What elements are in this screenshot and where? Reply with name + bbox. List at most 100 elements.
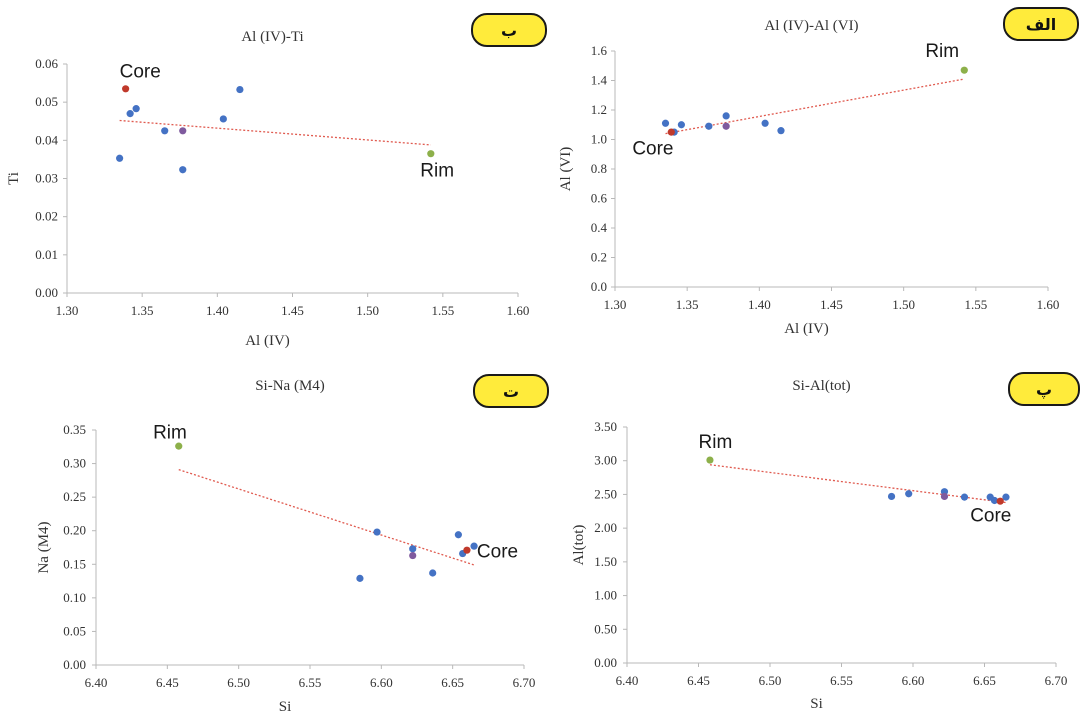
x-tick-label: 1.50 (356, 303, 379, 318)
panel-badge: الف (1003, 7, 1079, 41)
x-tick-label: 6.55 (830, 673, 853, 688)
x-tick-label: 1.30 (56, 303, 79, 318)
x-tick-label: 6.45 (687, 673, 710, 688)
scatter-chart-al-iv-ti: 1.30 1.35 1.40 1.45 1.50 1.55 1.60 0.00 0.01 0.02… (6, 29, 530, 349)
y-tick-label: 0.6 (591, 191, 608, 206)
y-tick-label: 0.03 (35, 171, 58, 186)
y-tick-label: 0.05 (35, 94, 58, 109)
panel-badge: ت (473, 374, 549, 408)
x-tick-label: 1.30 (604, 297, 627, 312)
x-tick-label: 6.70 (513, 675, 536, 690)
annotation-core: Core (120, 61, 161, 82)
y-tick-label: 0.01 (35, 247, 58, 262)
x-tick-label: 6.70 (1045, 673, 1068, 688)
y-axis-label: Al (VI) (558, 147, 574, 192)
chart-title: Si-Na (M4) (255, 378, 325, 394)
data-point (179, 127, 187, 135)
x-tick-label: 6.40 (85, 675, 108, 690)
chart-panel-si-al-tot: 6.40 6.45 6.50 6.55 6.60 6.65 6.70 0.00 0.50 1.00… (540, 359, 1080, 719)
data-point (427, 150, 435, 158)
y-tick-label: 1.00 (594, 588, 617, 603)
annotation-core: Core (970, 505, 1011, 526)
panel-badge: پ (1008, 372, 1080, 406)
data-point (960, 66, 968, 74)
x-tick-label: 6.60 (902, 673, 925, 688)
x-tick-label: 1.55 (431, 303, 454, 318)
y-tick-label: 0.35 (63, 422, 86, 437)
y-axis-label: Al(tot) (571, 525, 587, 566)
x-tick-label: 1.35 (676, 297, 699, 312)
panel-badge: ب (471, 13, 547, 47)
y-tick-label: 0.15 (63, 556, 86, 571)
x-tick-label: 1.55 (964, 297, 987, 312)
data-point (706, 456, 714, 464)
y-tick-label: 0.05 (63, 623, 86, 638)
data-point (722, 122, 730, 130)
data-point (179, 166, 187, 174)
data-point (990, 496, 999, 505)
y-tick-label: 0.0 (591, 279, 607, 294)
data-point (887, 492, 896, 501)
trend-line (665, 78, 965, 135)
chart-title: Al (IV)-Al (VI) (764, 18, 858, 34)
y-tick-label: 0.2 (591, 250, 607, 265)
y-tick-label: 1.0 (591, 132, 607, 147)
y-tick-label: 0.50 (594, 621, 617, 636)
x-tick-label: 1.40 (748, 297, 771, 312)
y-tick-label: 0.30 (63, 456, 86, 471)
x-tick-label: 6.40 (616, 673, 639, 688)
y-tick-label: 2.50 (594, 486, 617, 501)
data-point (219, 115, 227, 123)
data-point (463, 546, 471, 554)
y-tick-label: 2.00 (594, 520, 617, 535)
annotation-core: Core (477, 542, 518, 563)
y-tick-label: 0.06 (35, 56, 58, 71)
chart-panel-al-iv-al-vi: 1.30 1.35 1.40 1.45 1.50 1.55 1.60 0.0 0.2 0.4 0.6… (540, 0, 1080, 359)
data-point (161, 127, 169, 135)
x-tick-label: 1.40 (206, 303, 229, 318)
chart-panel-si-na-m4: 6.40 6.45 6.50 6.55 6.60 6.65 6.70 0.00 0.05 0.10… (0, 359, 549, 719)
data-point (960, 493, 969, 501)
data-point (761, 119, 769, 127)
y-tick-label: 0.20 (63, 523, 86, 538)
x-tick-label: 1.50 (892, 297, 915, 312)
y-tick-label: 3.50 (594, 419, 617, 434)
x-tick-label: 1.35 (131, 303, 154, 318)
y-tick-label: 1.50 (594, 554, 617, 569)
y-tick-label: 0.25 (63, 489, 86, 504)
chart-panel-al-iv-ti: 1.30 1.35 1.40 1.45 1.50 1.55 1.60 0.00 0.01 0.02… (0, 0, 547, 359)
data-point (777, 127, 785, 135)
data-point (126, 110, 134, 118)
annotation-rim: Rim (420, 161, 454, 182)
data-point (677, 121, 685, 129)
x-tick-label: 6.60 (370, 675, 393, 690)
annotation-rim: Rim (153, 423, 187, 444)
x-axis-label: Al (IV) (245, 333, 290, 349)
scatter-chart-al-iv-al-vi: 1.30 1.35 1.40 1.45 1.50 1.55 1.60 0.0 0.2 0.4 0.6… (558, 18, 1060, 337)
data-point (1002, 493, 1010, 501)
x-axis-label: Si (279, 699, 292, 715)
y-tick-label: 0.04 (35, 132, 58, 147)
x-tick-label: 6.50 (227, 675, 250, 690)
x-tick-label: 1.60 (1037, 297, 1060, 312)
data-point (940, 492, 949, 501)
data-point (175, 442, 183, 450)
annotation-rim: Rim (699, 432, 733, 453)
data-point (373, 528, 381, 536)
y-tick-label: 0.4 (591, 220, 608, 235)
y-tick-label: 1.2 (591, 102, 607, 117)
data-point (122, 85, 130, 93)
data-point (722, 112, 730, 120)
x-tick-label: 1.45 (281, 303, 304, 318)
trend-line (709, 464, 1007, 504)
data-point (236, 85, 244, 94)
data-point (667, 128, 675, 136)
data-point (996, 497, 1004, 505)
x-tick-label: 1.60 (507, 303, 530, 318)
x-axis-label: Si (810, 696, 823, 712)
x-tick-label: 6.45 (156, 675, 179, 690)
x-tick-label: 6.50 (759, 673, 782, 688)
y-tick-label: 1.6 (591, 43, 608, 58)
y-tick-label: 1.4 (591, 73, 608, 88)
data-point (454, 531, 462, 539)
